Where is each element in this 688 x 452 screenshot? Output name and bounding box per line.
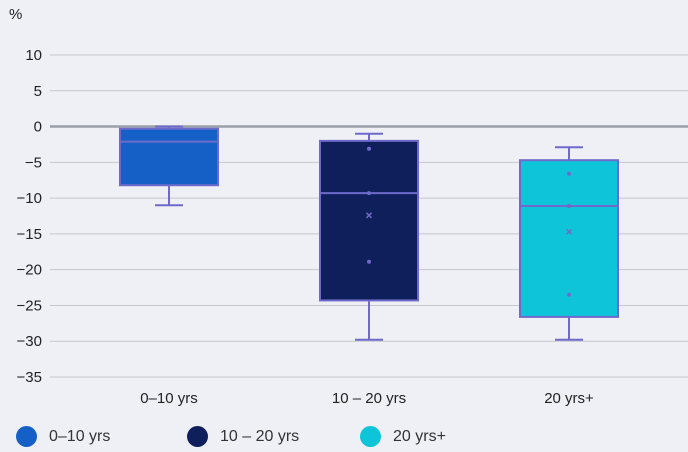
mean-marker-stroke: [565, 228, 573, 235]
legend-item-10-20: 10 – 20 yrs: [187, 426, 299, 447]
box-2: [519, 146, 619, 341]
y-tick-label: −10: [17, 190, 42, 207]
box-0: [119, 125, 219, 207]
box-iqr: [319, 139, 419, 302]
y-tick-label: 0: [34, 119, 42, 136]
mean-marker: [365, 212, 373, 219]
x-tick-label: 20 yrs+: [544, 390, 594, 407]
y-tick-label: −35: [17, 369, 42, 386]
legend-swatch-10-20: [187, 426, 208, 447]
y-tick-label: −30: [17, 333, 42, 350]
box-iqr: [119, 127, 219, 187]
data-point: [367, 191, 371, 196]
data-point: [567, 203, 571, 208]
y-tick-label: 10: [25, 47, 42, 64]
data-point: [367, 259, 371, 264]
x-tick-label: 10 – 20 yrs: [332, 390, 406, 407]
data-point: [567, 292, 571, 297]
legend-item-20-plus: 20 yrs+: [360, 426, 446, 447]
x-axis-ticks: 0–10 yrs 10 – 20 yrs 20 yrs+: [140, 390, 594, 407]
y-tick-label: −15: [17, 226, 42, 243]
data-point: [367, 146, 371, 151]
legend-swatch-20-plus: [360, 426, 381, 447]
box-1: [319, 132, 419, 341]
y-tick-label: 5: [34, 83, 42, 100]
legend-label-10-20: 10 – 20 yrs: [220, 427, 300, 445]
y-tick-label: −20: [17, 262, 42, 279]
y-axis-ticks: 10 5 0 −5 −10 −15 −20 −25 −30 −35: [17, 47, 42, 386]
legend: 0–10 yrs 10 – 20 yrs 20 yrs+: [0, 426, 688, 452]
legend-swatch-0-10: [16, 426, 37, 447]
legend-label-0-10: 0–10 yrs: [49, 427, 111, 445]
x-tick-label: 0–10 yrs: [140, 390, 198, 407]
mean-marker: [565, 228, 573, 235]
data-point: [567, 171, 571, 176]
y-axis-unit-label: %: [9, 6, 22, 23]
y-tick-label: −25: [17, 297, 42, 314]
y-tick-label: −5: [25, 154, 42, 171]
legend-label-20-plus: 20 yrs+: [393, 427, 446, 445]
box-iqr: [519, 159, 619, 318]
mean-marker-stroke: [365, 212, 373, 219]
legend-item-0-10: 0–10 yrs: [16, 426, 110, 447]
boxes: [119, 125, 619, 341]
